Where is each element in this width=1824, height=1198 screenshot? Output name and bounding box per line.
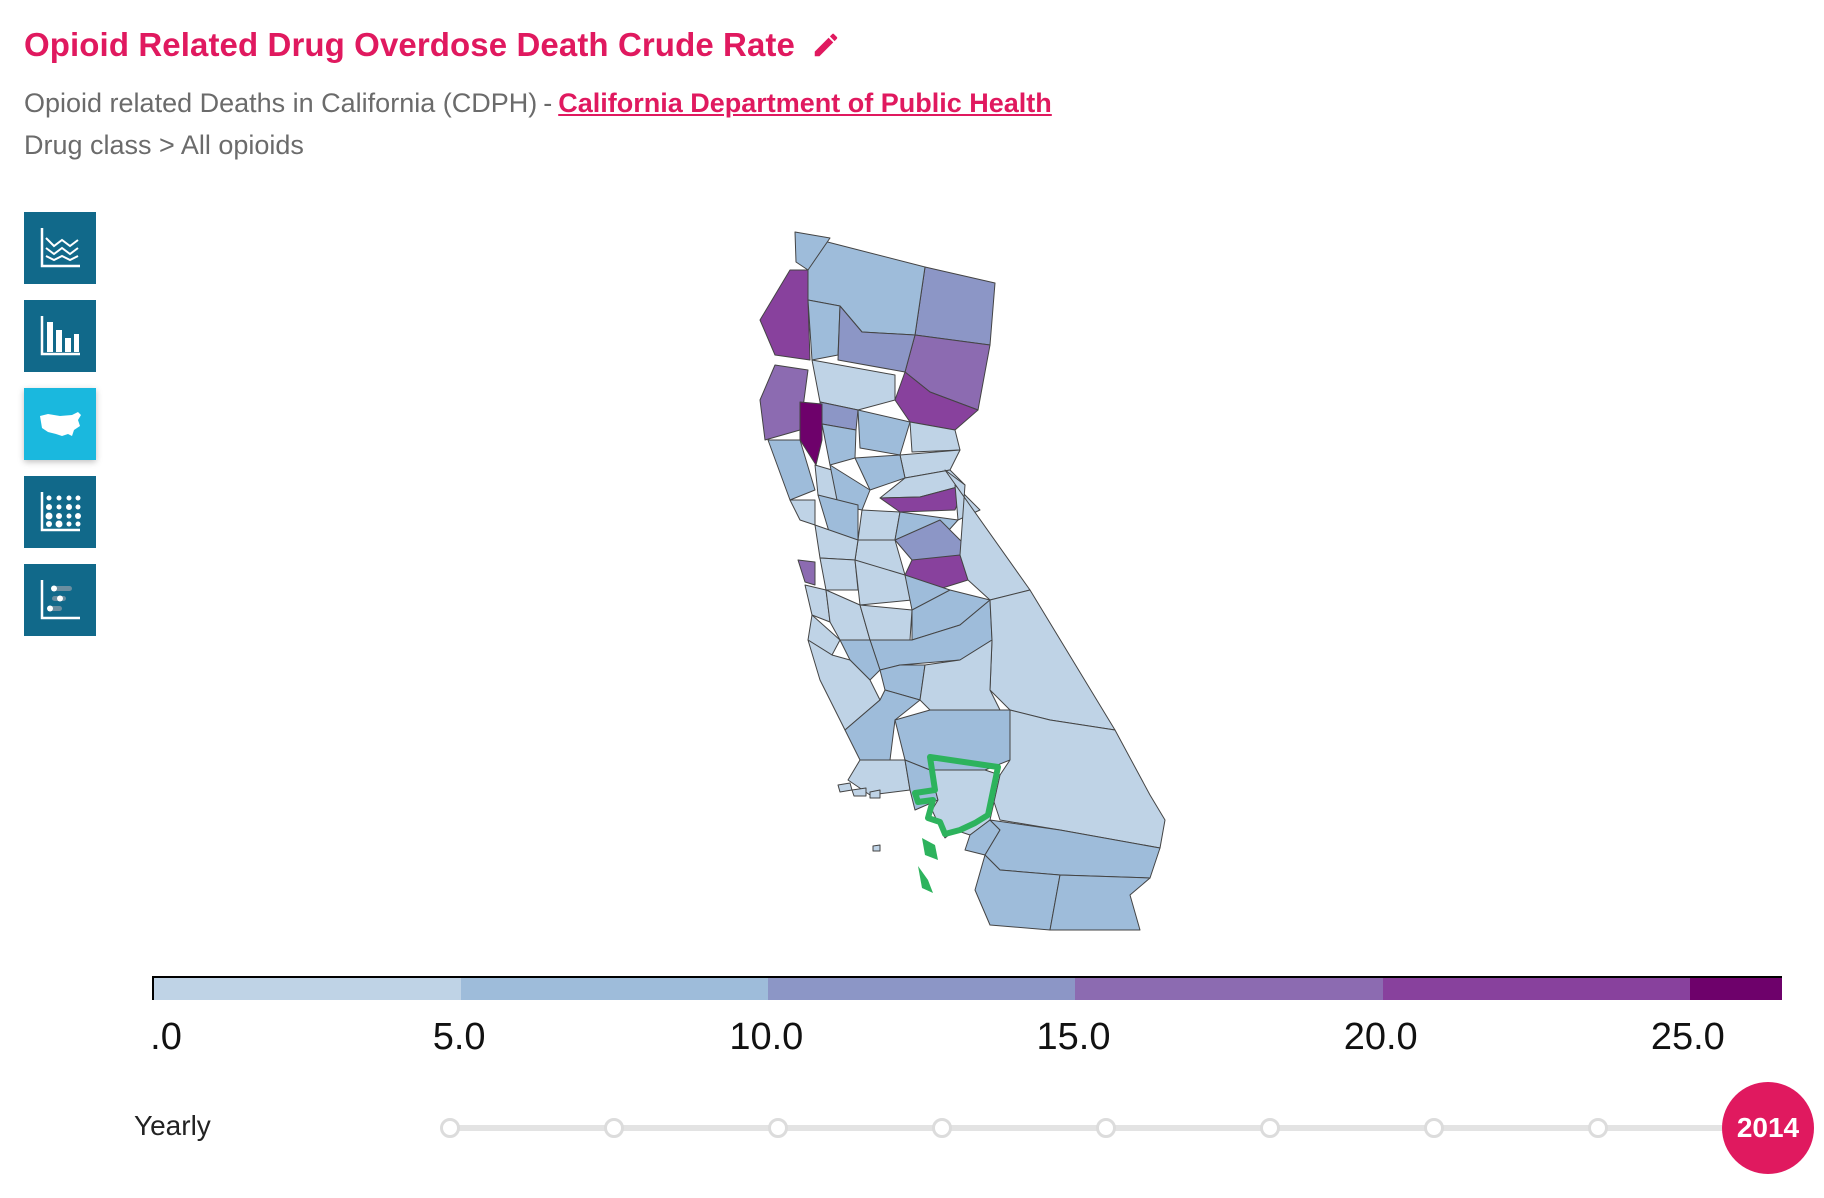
source-link[interactable]: California Department of Public Health: [558, 88, 1052, 118]
county-humboldt[interactable]: [759, 269, 811, 361]
channel-island-4: [872, 844, 881, 852]
county-colusa[interactable]: [821, 423, 857, 466]
legend-tick-label: 10.0: [729, 1016, 804, 1058]
slider-dot[interactable]: [1096, 1118, 1116, 1138]
legend-swatch: [1075, 978, 1383, 1000]
time-slider: Yearly 2014: [130, 1082, 1820, 1180]
line-chart-button[interactable]: [24, 212, 96, 284]
bar-chart-icon: [40, 316, 80, 356]
legend-swatch: [461, 978, 769, 1000]
slider-dot[interactable]: [1260, 1118, 1280, 1138]
dot-matrix-icon: [40, 492, 81, 532]
channel-island-2: [851, 787, 867, 797]
selected-island-catalina: [922, 838, 938, 860]
ranking-button[interactable]: [24, 564, 96, 636]
county-alameda[interactable]: [819, 557, 859, 591]
county-monterey[interactable]: [807, 639, 881, 731]
slider-dot[interactable]: [1588, 1118, 1608, 1138]
legend-swatch: [1689, 978, 1782, 1000]
map-button[interactable]: [24, 388, 96, 460]
pencil-icon[interactable]: [811, 30, 841, 60]
legend-tick-label: 5.0: [432, 1016, 486, 1058]
legend-tick-label: 20.0: [1343, 1016, 1418, 1058]
dot-matrix-button[interactable]: [24, 476, 96, 548]
county-sonoma[interactable]: [767, 439, 816, 501]
county-inyo[interactable]: [989, 589, 1116, 731]
county-map-svg: [759, 231, 1166, 931]
legend-tick-label: 25.0: [1650, 1016, 1725, 1058]
chart-type-toolbar: [24, 212, 96, 652]
county-butte[interactable]: [857, 409, 911, 456]
slider-dot[interactable]: [768, 1118, 788, 1138]
channel-island-1: [837, 782, 853, 793]
period-label[interactable]: Yearly: [134, 1110, 211, 1141]
line-chart-icon: [40, 228, 80, 268]
county-imperial[interactable]: [1049, 874, 1151, 931]
slider-dot[interactable]: [604, 1118, 624, 1138]
legend-tick-labels: .0 5.0 10.0 15.0 20.0 25.0: [150, 1016, 1780, 1066]
legend-swatch: [154, 978, 462, 1000]
subtitle-separator: -: [543, 88, 553, 118]
selected-county-outline[interactable]: [912, 754, 1001, 837]
county-mendocino[interactable]: [759, 364, 809, 441]
subtitle: Opioid related Deaths in California (CDP…: [24, 88, 1052, 119]
county-trinity[interactable]: [807, 299, 841, 361]
bubble-rank-icon: [40, 580, 80, 620]
title-row: Opioid Related Drug Overdose Death Crude…: [24, 26, 841, 64]
dataset-name: Opioid related Deaths in California (CDP…: [24, 88, 538, 118]
us-map-icon: [40, 412, 81, 436]
county-san-benito[interactable]: [839, 639, 881, 681]
county-modoc[interactable]: [914, 266, 996, 346]
california-map: [730, 220, 1230, 950]
filter-breadcrumb: Drug class > All opioids: [24, 130, 304, 160]
slider-dot[interactable]: [440, 1118, 460, 1138]
county-tehama[interactable]: [811, 359, 896, 411]
legend-tick-label: .0: [150, 1016, 182, 1058]
selected-island-clemente: [918, 866, 933, 893]
county-san-francisco[interactable]: [797, 559, 816, 586]
slider-dot[interactable]: [932, 1118, 952, 1138]
color-legend: .0 5.0 10.0 15.0 20.0 25.0: [150, 976, 1782, 1066]
county-shasta[interactable]: [837, 305, 916, 373]
county-lake[interactable]: [799, 401, 823, 466]
selected-year-handle[interactable]: 2014: [1722, 1082, 1814, 1174]
county-tulare[interactable]: [919, 639, 1001, 711]
slider-dot[interactable]: [1424, 1118, 1444, 1138]
bar-chart-button[interactable]: [24, 300, 96, 372]
county-sacramento[interactable]: [857, 509, 901, 541]
channel-island-3: [869, 789, 881, 799]
county-marin[interactable]: [789, 499, 816, 526]
legend-swatch: [768, 978, 1076, 1000]
page-title: Opioid Related Drug Overdose Death Crude…: [24, 26, 795, 63]
legend-color-bar: [152, 976, 1782, 1000]
legend-swatch: [1382, 978, 1690, 1000]
legend-tick-label: 15.0: [1036, 1016, 1111, 1058]
